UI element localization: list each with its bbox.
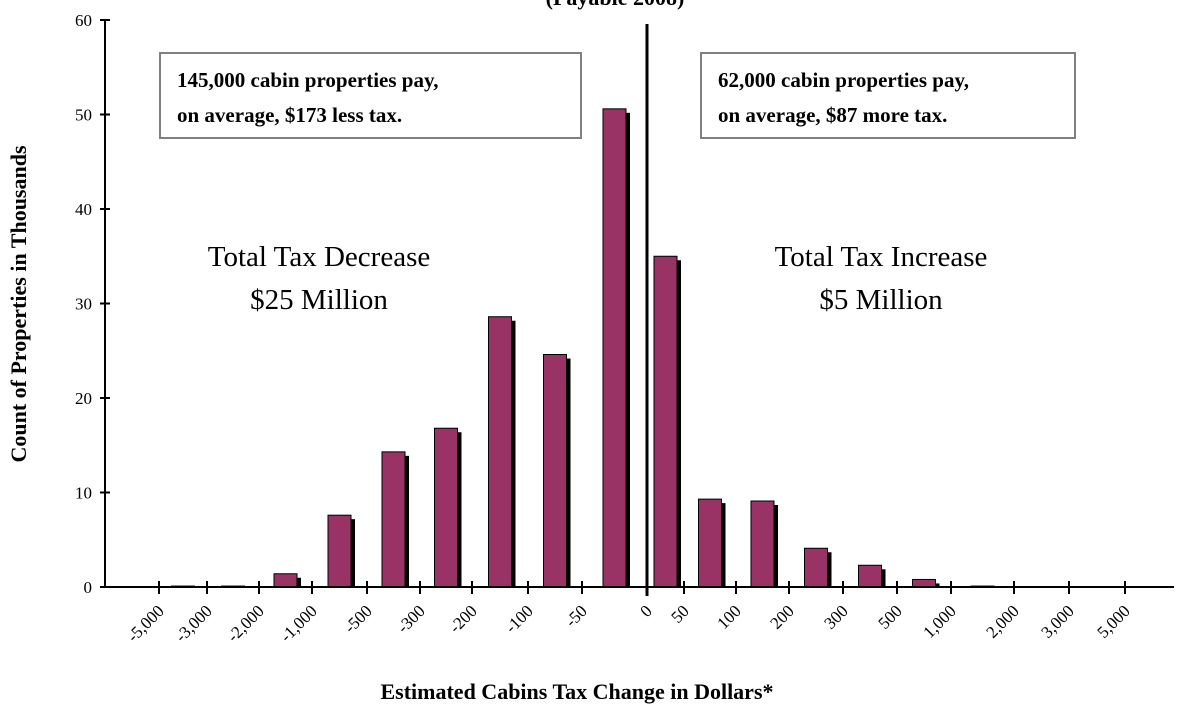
- left-box-line-1: 145,000 cabin properties pay,: [177, 68, 439, 92]
- bar: [750, 500, 775, 588]
- total-increase-amount: $5 Million: [819, 284, 943, 316]
- y-axis-title: Count of Properties in Thousands: [6, 145, 31, 462]
- bar: [912, 578, 936, 588]
- right-box-line-2: on average, $87 more tax.: [718, 103, 947, 127]
- x-tick-label: -5,000: [123, 601, 167, 645]
- bars-layer: [171, 108, 995, 588]
- bar: [488, 316, 512, 588]
- bar: [858, 564, 882, 588]
- bar: [602, 108, 627, 588]
- bar: [653, 255, 678, 588]
- x-tick-label: 2,000: [982, 601, 1022, 641]
- x-tick-label: 5,000: [1093, 601, 1133, 641]
- left-box-line-2: on average, $173 less tax.: [177, 103, 402, 127]
- bar: [327, 514, 352, 588]
- x-axis-title: Estimated Cabins Tax Change in Dollars*: [380, 679, 773, 704]
- x-tick-label: -100: [501, 601, 536, 636]
- x-tick-label: 300: [820, 601, 851, 632]
- right-annotation-box: [700, 52, 1076, 139]
- y-tick-label: 20: [75, 389, 92, 408]
- total-decrease-label: Total Tax Decrease: [208, 241, 430, 273]
- x-tick-label: 50: [667, 601, 692, 626]
- x-ticks: -5,000 -3,000 -2,000 -1,000 -500 -300 -200 -100…: [123, 581, 1134, 646]
- left-annotation-box: [159, 52, 582, 139]
- y-tick-label: 10: [75, 484, 92, 503]
- y-tick-label: 60: [75, 11, 92, 30]
- bar: [434, 427, 458, 588]
- x-tick-label: 1,000: [919, 601, 959, 641]
- y-tick-label: 30: [75, 295, 92, 314]
- x-tick-label: -2,000: [223, 601, 267, 645]
- x-tick-label: 0: [636, 601, 655, 620]
- x-tick-label: -300: [393, 601, 428, 636]
- x-tick-label: 100: [713, 601, 744, 632]
- x-tick-label: -200: [445, 601, 480, 636]
- bar: [381, 451, 406, 588]
- right-box-line-1: 62,000 cabin properties pay,: [718, 68, 969, 92]
- bar: [698, 498, 722, 588]
- x-tick-label: 3,000: [1037, 601, 1077, 641]
- total-increase-label: Total Tax Increase: [775, 241, 988, 273]
- bar: [804, 547, 828, 588]
- y-ticks: 0 10 20 30 40 50 60: [75, 11, 110, 597]
- x-tick-label: -500: [340, 601, 375, 636]
- x-tick-label: -1,000: [276, 601, 320, 645]
- chart-title: (Payable 2008): [546, 0, 685, 10]
- x-tick-label: 500: [874, 601, 905, 632]
- x-tick-label: 200: [766, 601, 797, 632]
- total-decrease-amount: $25 Million: [250, 284, 388, 316]
- x-tick-label: -3,000: [171, 601, 215, 645]
- y-tick-label: 0: [84, 578, 93, 597]
- bar: [543, 354, 567, 588]
- y-tick-label: 50: [75, 106, 92, 125]
- x-tick-label: -50: [561, 601, 590, 630]
- bar: [273, 573, 298, 588]
- y-tick-label: 40: [75, 200, 92, 219]
